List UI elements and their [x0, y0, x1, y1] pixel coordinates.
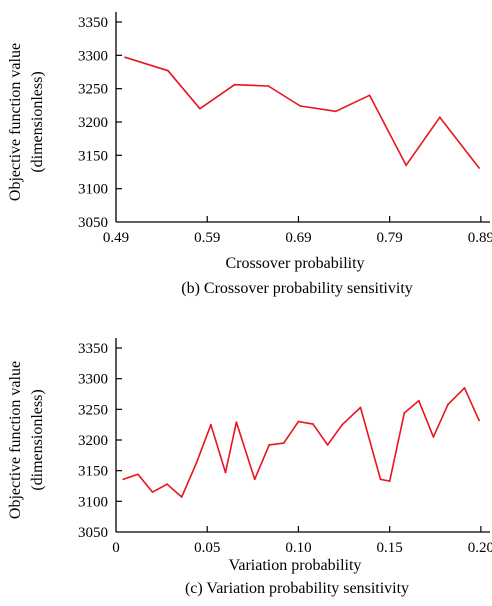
data-point: [299, 105, 302, 107]
data-point: [268, 444, 271, 446]
data-point: [417, 399, 420, 402]
data-point: [312, 423, 314, 425]
y-tick-label: 3200: [78, 433, 108, 449]
x-axis-label: Variation probability: [229, 557, 362, 574]
data-point: [122, 478, 125, 481]
y-tick-label: 3100: [78, 494, 108, 510]
chart-panel-c: 3050 3100 3150 3200 3250 3300 3350 0 0.05 0.10 0.1…: [7, 338, 492, 597]
x-tick-label: 0.59: [194, 230, 220, 246]
data-point: [334, 110, 337, 113]
data-point: [267, 85, 270, 87]
series-line: [124, 56, 480, 169]
data-point: [124, 56, 127, 59]
data-point: [180, 496, 183, 498]
data-point: [199, 107, 201, 110]
y-tick-label: 3200: [78, 115, 108, 131]
data-point: [405, 164, 407, 167]
data-point: [209, 423, 212, 426]
data-point: [368, 94, 371, 97]
data-point: [432, 436, 435, 438]
data-point: [233, 83, 236, 86]
y-tick-label: 3250: [78, 402, 108, 418]
data-point: [388, 480, 391, 482]
y-tick-label: 3100: [78, 182, 108, 198]
y-tick-label: 3350: [78, 341, 108, 357]
data-point: [136, 473, 139, 476]
y-tick-label: 3350: [78, 15, 108, 31]
x-tick-label: 0.49: [103, 230, 129, 246]
x-tick-label: 0.89: [468, 230, 492, 246]
data-point: [253, 478, 256, 481]
data-point: [297, 420, 300, 423]
chart-caption: (b) Crossover probability sensitivity: [181, 280, 413, 297]
y-axis-label: Objective function value: [7, 43, 24, 201]
data-point: [166, 483, 168, 486]
y-tick-label: 3150: [78, 148, 108, 164]
y-axis-label-units: (dimensionless): [29, 71, 46, 172]
y-tick-label: 3050: [78, 215, 108, 231]
data-point: [478, 167, 480, 169]
data-point: [379, 478, 382, 481]
data-point: [463, 386, 466, 389]
data-point: [447, 403, 449, 406]
data-point: [326, 444, 329, 446]
chart-panel-b: 3050 3100 3150 3200 3250 3300 3350 0.49 0.59 0.69…: [7, 12, 492, 297]
x-tick-label: 0.79: [377, 230, 403, 246]
data-point: [195, 462, 198, 465]
data-point: [438, 116, 441, 119]
data-point: [235, 421, 238, 424]
data-point: [341, 423, 344, 426]
data-point: [359, 406, 362, 409]
data-point: [282, 442, 285, 444]
y-axis-label-units: (dimensionless): [29, 389, 46, 490]
x-axis-label: Crossover probability: [225, 255, 364, 272]
data-point: [151, 491, 154, 494]
x-tick-label: 0: [112, 540, 120, 556]
x-tick-label: 0.05: [194, 540, 220, 556]
y-tick-label: 3150: [78, 464, 108, 480]
x-tick-label: 0.10: [285, 540, 311, 556]
data-point: [403, 412, 406, 414]
chart-caption: (c) Variation probability sensitivity: [185, 580, 409, 597]
data-point: [478, 419, 480, 422]
y-tick-label: 3250: [78, 82, 108, 98]
y-tick-label: 3050: [78, 525, 108, 541]
x-tick-label: 0.20: [468, 540, 492, 556]
y-tick-label: 3300: [78, 372, 108, 388]
x-tick-label: 0.69: [285, 230, 311, 246]
data-point: [167, 69, 169, 72]
x-tick-label: 0.15: [377, 540, 403, 556]
y-axis-label: Objective function value: [7, 361, 24, 519]
series-line: [123, 387, 480, 498]
data-point: [224, 471, 227, 474]
y-tick-label: 3300: [78, 48, 108, 64]
